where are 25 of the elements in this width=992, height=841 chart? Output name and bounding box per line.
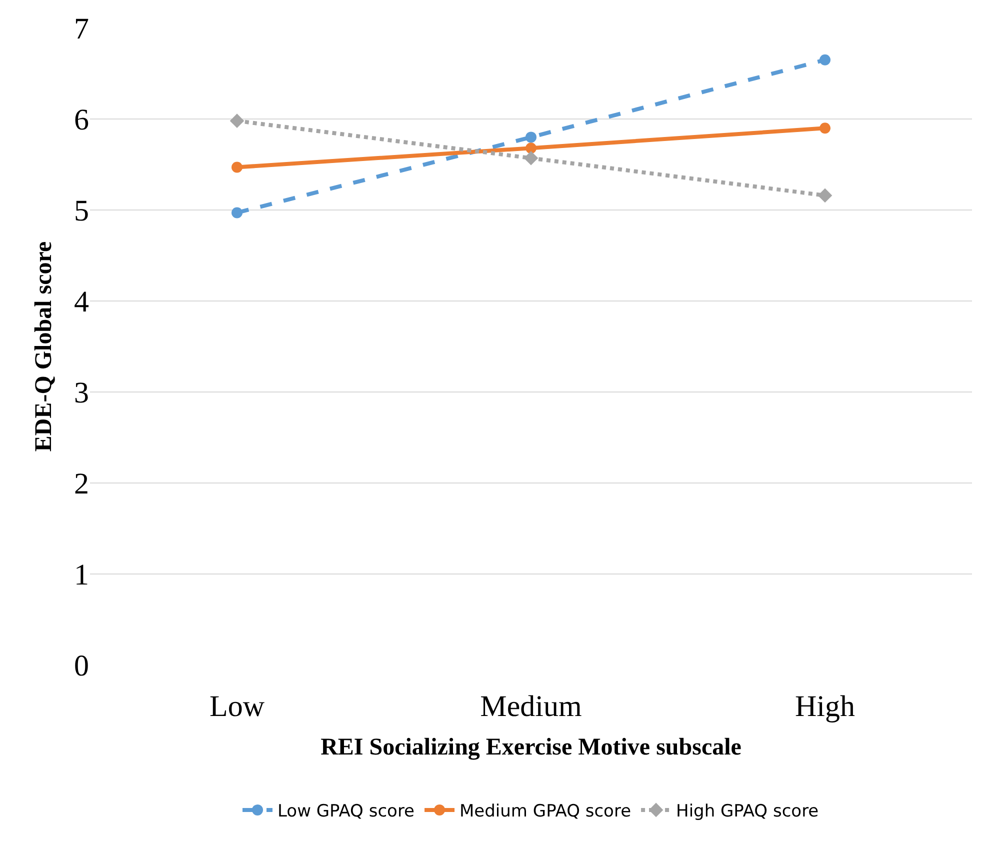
y-tick-label: 4: [74, 286, 89, 318]
x-axis-title: REI Socializing Exercise Motive subscale: [320, 734, 742, 760]
point: [524, 150, 538, 166]
x-tick-label: Low: [210, 690, 265, 723]
y-tick-label: 3: [74, 376, 89, 410]
y-tick-label: 2: [74, 468, 89, 500]
y-tick-label: 0: [74, 650, 89, 682]
legend-label: High GPAQ score: [676, 802, 819, 822]
point: [232, 207, 242, 218]
x-tick-label: High: [795, 690, 855, 723]
y-tick-label: 5: [74, 194, 89, 228]
y-tick-label: 1: [74, 558, 89, 592]
point: [818, 188, 832, 203]
point: [820, 122, 830, 134]
legend-label: Medium GPAQ score: [460, 802, 632, 822]
x-tick-label: Medium: [480, 690, 582, 723]
y-tick-label: 6: [74, 104, 89, 136]
point: [230, 114, 244, 128]
point: [820, 54, 830, 66]
point: [232, 162, 242, 173]
y-axis-title: EDE-Q Global score: [31, 241, 58, 452]
legend-label: Low GPAQ score: [278, 802, 415, 822]
point: [526, 142, 536, 154]
y-tick-label: 7: [74, 12, 89, 46]
point: [526, 132, 536, 143]
